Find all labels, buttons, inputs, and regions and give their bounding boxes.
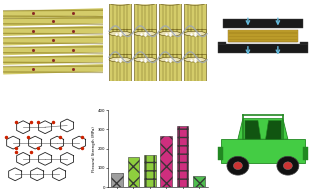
Bar: [128, 157, 139, 187]
Bar: [109, 29, 131, 60]
Bar: [184, 54, 206, 85]
Bar: [159, 29, 181, 60]
Ellipse shape: [109, 82, 131, 87]
Ellipse shape: [159, 82, 181, 87]
Circle shape: [227, 156, 249, 175]
Bar: [109, 3, 131, 34]
Circle shape: [283, 162, 292, 170]
Bar: [109, 54, 131, 85]
Ellipse shape: [184, 57, 206, 62]
Ellipse shape: [159, 57, 181, 62]
Bar: [111, 173, 123, 187]
Ellipse shape: [109, 31, 131, 36]
Bar: [184, 3, 206, 34]
Bar: [159, 54, 181, 85]
Ellipse shape: [134, 57, 156, 62]
Ellipse shape: [109, 0, 131, 5]
Circle shape: [277, 156, 299, 175]
Bar: [218, 44, 308, 53]
Bar: [144, 155, 156, 187]
Polygon shape: [238, 119, 288, 139]
Bar: [218, 42, 226, 44]
Ellipse shape: [159, 31, 181, 36]
Ellipse shape: [134, 82, 156, 87]
Bar: [218, 147, 223, 160]
Ellipse shape: [109, 57, 131, 62]
Bar: [134, 54, 156, 85]
Bar: [184, 29, 206, 60]
Bar: [221, 139, 305, 163]
Ellipse shape: [134, 0, 156, 5]
Ellipse shape: [159, 0, 181, 5]
Bar: [177, 126, 188, 187]
Ellipse shape: [184, 31, 206, 36]
Polygon shape: [245, 120, 261, 139]
Ellipse shape: [184, 82, 206, 87]
Bar: [134, 29, 156, 60]
Bar: [223, 19, 303, 28]
Bar: [228, 30, 298, 42]
Bar: [159, 3, 181, 34]
Bar: [300, 42, 308, 44]
Y-axis label: Flexural Strength (MPa): Flexural Strength (MPa): [92, 126, 96, 172]
Polygon shape: [265, 120, 281, 139]
Bar: [160, 136, 172, 187]
Circle shape: [234, 162, 242, 170]
Ellipse shape: [134, 31, 156, 36]
Bar: [134, 3, 156, 34]
Bar: [303, 147, 308, 160]
Bar: [193, 176, 205, 187]
Ellipse shape: [184, 0, 206, 5]
